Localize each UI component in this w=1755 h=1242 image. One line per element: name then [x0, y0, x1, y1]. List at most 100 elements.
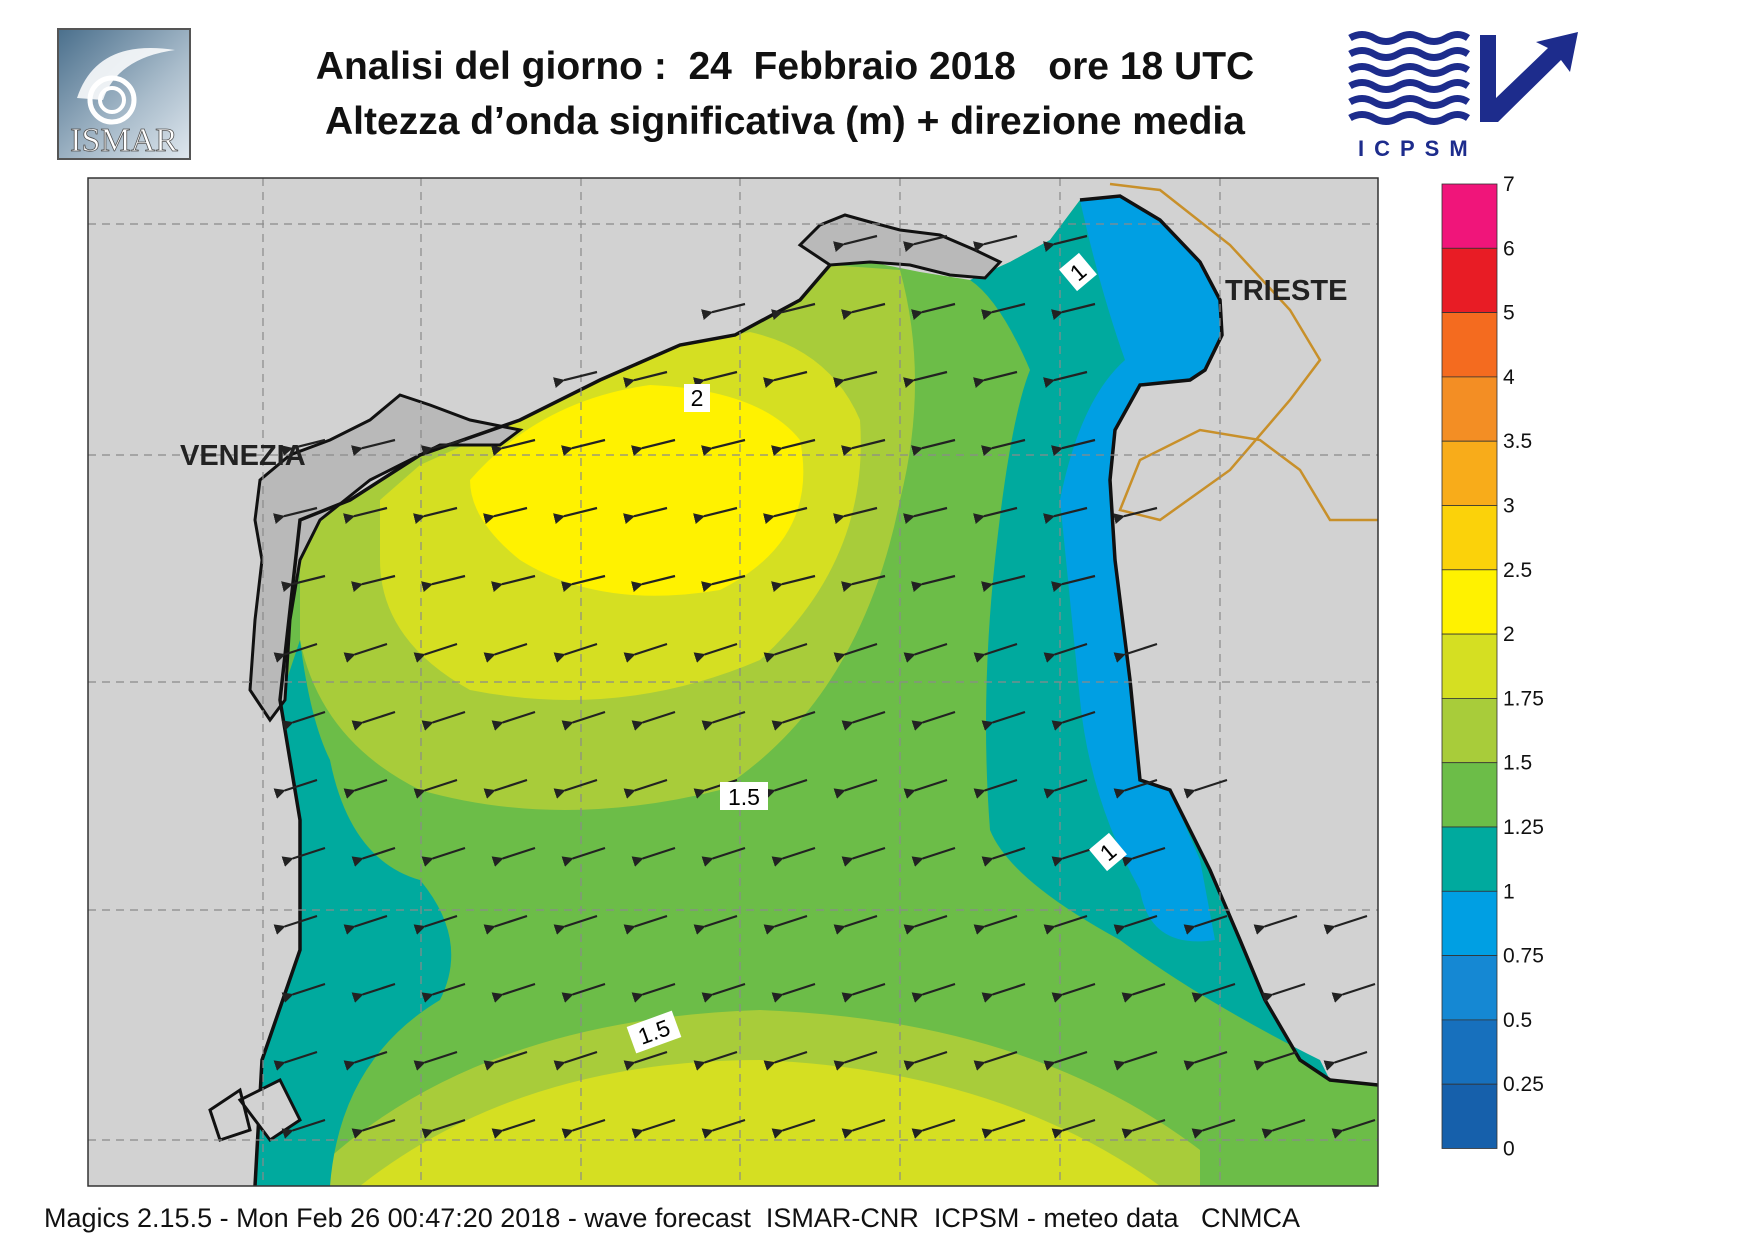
wave-arrow — [421, 982, 466, 1003]
wave-arrow — [351, 710, 396, 731]
wave-arrow — [273, 914, 318, 935]
wave-arrow — [903, 1050, 948, 1071]
wave-arrow — [343, 642, 388, 663]
wave-arrow — [833, 914, 878, 935]
wave-arrow — [771, 982, 816, 1003]
legend-swatch — [1441, 183, 1498, 249]
wave-height-legend: 7 6 5 4 3.5 3 2.5 2 1.75 1.5 1.25 1 0.75 0.5 0.25 0 — [1441, 173, 1544, 1161]
wave-arrow — [763, 506, 808, 524]
wave-arrow — [623, 642, 668, 663]
wave-arrow — [623, 914, 668, 935]
wave-arrow — [491, 982, 536, 1003]
wave-arrow — [351, 982, 396, 1003]
wave-arrow — [1121, 1118, 1166, 1139]
wave-arrow — [833, 234, 878, 252]
legend-label: 1 — [1503, 880, 1515, 903]
wave-arrow — [911, 302, 956, 320]
wave-arrow — [903, 370, 948, 388]
wave-arrow — [1121, 982, 1166, 1003]
contour-label-2: 2 — [684, 384, 710, 412]
wave-arrow — [421, 574, 466, 592]
contour-label-1-east: 1 — [1089, 832, 1127, 872]
wave-arrow — [553, 914, 598, 935]
wave-arrow — [1043, 778, 1088, 799]
svg-text:2: 2 — [691, 385, 704, 411]
legend-swatch — [1441, 505, 1498, 571]
wave-arrow — [771, 846, 816, 867]
wave-arrow — [701, 574, 746, 592]
wave-arrow — [1253, 914, 1298, 935]
ismar-logo-text: ISMAR — [70, 122, 178, 159]
wave-arrow — [973, 1050, 1018, 1071]
wave-arrow — [973, 234, 1018, 252]
wave-arrow — [841, 710, 886, 731]
wave-arrow — [351, 846, 396, 867]
wave-arrow — [281, 982, 326, 1003]
wave-arrow — [561, 982, 606, 1003]
legend-swatch — [1441, 247, 1498, 314]
wave-arrow — [491, 438, 536, 456]
wave-arrow — [351, 438, 396, 456]
wave-arrow — [841, 302, 886, 320]
wave-arrow — [981, 574, 1026, 592]
wave-arrow — [693, 370, 738, 388]
wave-arrow — [1051, 302, 1096, 320]
wave-arrow — [973, 370, 1018, 388]
northern-lagoon — [797, 213, 1003, 280]
legend-swatch — [1441, 826, 1498, 892]
wave-arrow — [561, 438, 606, 456]
wave-arrow — [343, 1050, 388, 1071]
wave-arrow — [693, 506, 738, 524]
legend-label: 6 — [1503, 237, 1515, 260]
wave-arrow — [623, 506, 668, 524]
wave-arrow — [281, 846, 326, 867]
city-label-trieste: TRIESTE — [1225, 275, 1347, 307]
wave-arrow — [903, 914, 948, 935]
ismar-logo: ISMAR — [57, 28, 191, 160]
wave-arrow — [841, 574, 886, 592]
wave-arrow — [911, 710, 956, 731]
coastline-west — [253, 263, 832, 1186]
wave-arrow — [1261, 1118, 1306, 1139]
wave-arrow — [413, 1050, 458, 1071]
wave-arrow — [763, 778, 808, 799]
wave-arrow — [771, 438, 816, 456]
map-frame — [87, 177, 1379, 1187]
legend-swatch — [1441, 762, 1498, 828]
wave-arrow — [981, 710, 1026, 731]
wave-arrow — [553, 506, 598, 524]
legend-label: 0.75 — [1503, 945, 1544, 968]
legend-swatch — [1441, 698, 1498, 764]
wave-arrow — [273, 778, 318, 799]
wave-arrow — [343, 506, 388, 524]
coastline-south-islands — [208, 1077, 302, 1143]
wave-arrow — [483, 778, 528, 799]
legend-label: 0.5 — [1503, 1009, 1532, 1032]
wave-arrow — [553, 642, 598, 663]
legend-label: 2.5 — [1503, 559, 1532, 582]
legend-swatch — [1441, 1019, 1498, 1085]
wave-arrow — [631, 982, 676, 1003]
wave-arrow — [553, 1050, 598, 1071]
wave-arrow — [841, 1118, 886, 1139]
wave-arrow — [701, 982, 746, 1003]
legend-label: 3 — [1503, 495, 1515, 518]
wave-arrow — [1051, 982, 1096, 1003]
wave-arrow — [841, 982, 886, 1003]
legend-label: 4 — [1503, 366, 1515, 389]
legend-label: 1.75 — [1503, 687, 1544, 710]
national-border — [1109, 182, 1378, 522]
wave-arrow — [833, 642, 878, 663]
legend-label: 2 — [1503, 623, 1515, 646]
wave-arrow — [1113, 642, 1158, 663]
wave-arrow — [1191, 982, 1236, 1003]
wave-arrow — [771, 574, 816, 592]
wave-arrow — [561, 574, 606, 592]
wave-arrow — [623, 370, 668, 388]
wave-arrow — [833, 370, 878, 388]
legend-swatch — [1441, 312, 1498, 378]
wave-arrow — [413, 642, 458, 663]
map-title: Analisi del giorno : 24 Febbraio 2018 or… — [315, 45, 1255, 88]
wave-arrow — [483, 1050, 528, 1071]
